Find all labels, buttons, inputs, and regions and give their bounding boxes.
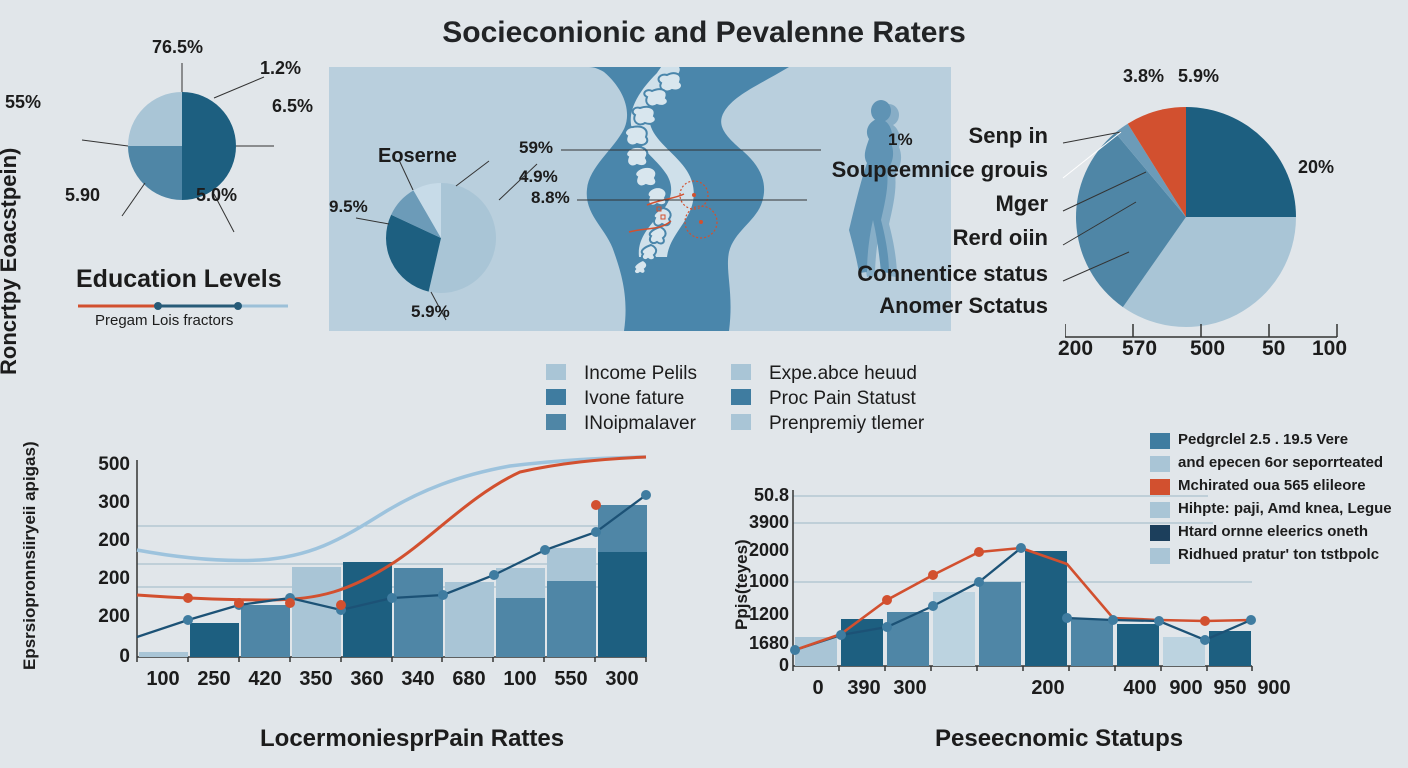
svg-text:100: 100 <box>503 668 536 690</box>
svg-text:340: 340 <box>401 668 434 690</box>
svg-text:360: 360 <box>350 668 383 690</box>
svg-text:420: 420 <box>248 668 281 690</box>
svg-text:950: 950 <box>1213 677 1246 699</box>
svg-text:0: 0 <box>779 655 789 675</box>
svg-text:1000: 1000 <box>749 571 789 591</box>
svg-text:900: 900 <box>1169 677 1202 699</box>
svg-text:350: 350 <box>299 668 332 690</box>
svg-text:900: 900 <box>1257 677 1290 699</box>
svg-text:250: 250 <box>197 668 230 690</box>
svg-text:200: 200 <box>1031 677 1064 699</box>
svg-text:200: 200 <box>98 606 130 627</box>
svg-text:680: 680 <box>452 668 485 690</box>
svg-text:300: 300 <box>98 492 130 513</box>
svg-text:200: 200 <box>98 568 130 589</box>
svg-text:1200: 1200 <box>749 604 789 624</box>
svg-text:0: 0 <box>119 646 130 667</box>
svg-text:550: 550 <box>554 668 587 690</box>
svg-text:50.8: 50.8 <box>754 485 789 505</box>
svg-text:2000: 2000 <box>749 540 789 560</box>
svg-text:390: 390 <box>847 677 880 699</box>
svg-text:3900: 3900 <box>749 512 789 532</box>
svg-text:100: 100 <box>146 668 179 690</box>
svg-text:300: 300 <box>893 677 926 699</box>
svg-text:500: 500 <box>98 454 130 475</box>
svg-text:400: 400 <box>1123 677 1156 699</box>
svg-text:0: 0 <box>812 677 823 699</box>
svg-text:300: 300 <box>605 668 638 690</box>
svg-text:200: 200 <box>98 530 130 551</box>
svg-text:1680: 1680 <box>749 633 789 653</box>
